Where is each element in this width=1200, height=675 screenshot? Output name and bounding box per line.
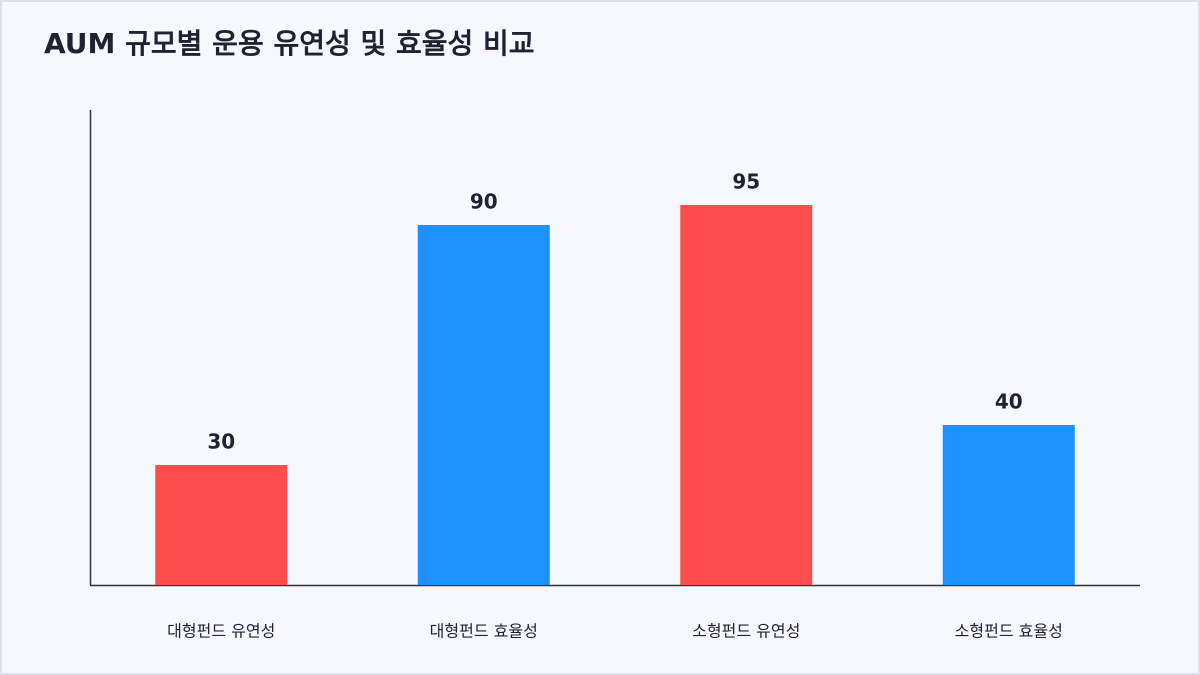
bar — [417, 225, 550, 585]
bar — [680, 205, 813, 585]
x-tick-label: 대형펀드 효율성 — [430, 622, 538, 641]
value-label: 95 — [732, 170, 760, 194]
x-tick-label: 소형펀드 효율성 — [955, 622, 1063, 641]
bar — [155, 465, 288, 585]
chart-title: AUM 규모별 운용 유연성 및 효율성 비교 — [44, 27, 535, 60]
value-label: 30 — [207, 430, 235, 454]
bar — [942, 425, 1075, 585]
value-label: 90 — [470, 190, 498, 214]
x-tick-label: 대형펀드 유연성 — [167, 622, 275, 641]
x-tick-label: 소형펀드 유연성 — [692, 622, 800, 641]
value-label: 40 — [995, 390, 1023, 414]
